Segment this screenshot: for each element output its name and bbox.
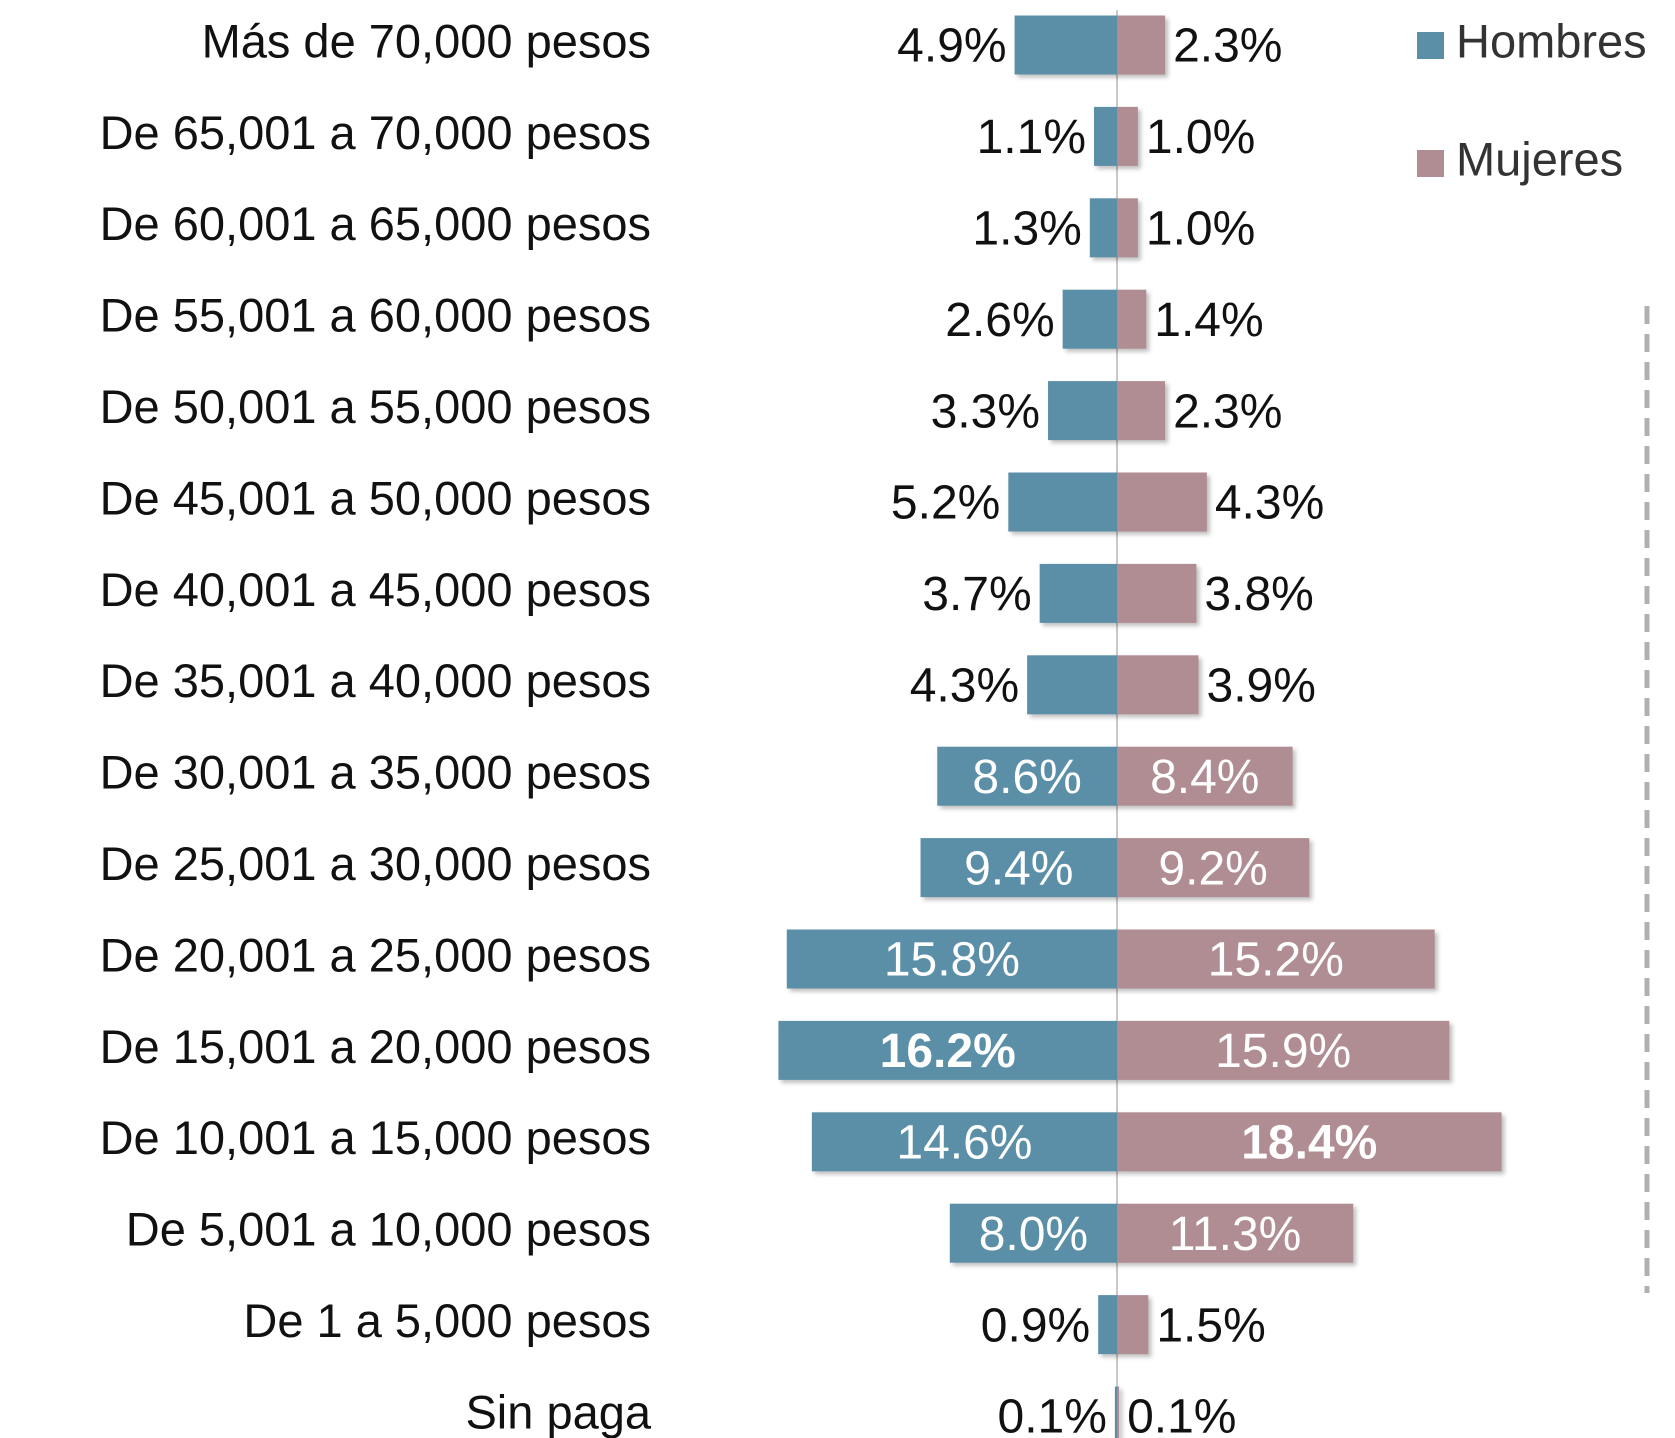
value-label: 8.6%	[972, 751, 1081, 804]
value-label: 14.6%	[896, 1116, 1032, 1169]
bar	[920, 838, 1117, 898]
bar	[1117, 563, 1197, 623]
category-label: De 25,001 a 30,000 pesos	[100, 837, 651, 890]
bar	[1098, 1295, 1117, 1355]
bar	[1062, 289, 1117, 349]
bar	[1094, 106, 1117, 166]
value-label: 2.6%	[945, 294, 1054, 347]
legend-swatch	[1417, 150, 1444, 177]
category-label: De 15,001 a 20,000 pesos	[100, 1020, 651, 1073]
bar	[1117, 929, 1435, 989]
value-label: 5.2%	[891, 477, 1000, 530]
value-label: 3.7%	[922, 568, 1031, 621]
bar	[1117, 1020, 1450, 1080]
bar	[1027, 655, 1117, 715]
category-label: De 20,001 a 25,000 pesos	[100, 928, 651, 981]
value-label: 9.4%	[964, 842, 1073, 895]
value-label: 18.4%	[1241, 1116, 1377, 1169]
bar	[1117, 746, 1293, 806]
value-label: 15.8%	[884, 934, 1020, 987]
category-label: Más de 70,000 pesos	[202, 14, 651, 67]
value-label: 0.1%	[1127, 1391, 1236, 1438]
bar	[778, 1020, 1117, 1080]
value-label: 3.8%	[1204, 568, 1313, 621]
category-label: Sin paga	[465, 1385, 651, 1438]
value-label: 3.9%	[1207, 659, 1316, 712]
bar	[1117, 1203, 1354, 1263]
bar	[786, 929, 1117, 989]
value-label: 0.1%	[998, 1391, 1107, 1438]
legend-label: Hombres	[1456, 14, 1647, 67]
category-label: De 40,001 a 45,000 pesos	[100, 563, 651, 616]
value-label: 2.3%	[1173, 385, 1282, 438]
value-label: 15.9%	[1215, 1025, 1351, 1078]
legend-swatch	[1417, 32, 1444, 59]
bar	[1117, 381, 1166, 441]
category-label: De 45,001 a 50,000 pesos	[100, 471, 651, 524]
bar	[1117, 655, 1199, 715]
bar	[1117, 1295, 1149, 1355]
value-label: 8.4%	[1150, 751, 1259, 804]
bar	[1089, 198, 1117, 258]
bar	[1117, 472, 1207, 532]
bar	[1008, 472, 1117, 532]
value-label: 15.2%	[1208, 934, 1344, 987]
value-label: 0.9%	[981, 1299, 1090, 1352]
bar	[1117, 1386, 1120, 1438]
value-label: 1.0%	[1146, 202, 1255, 255]
value-label: 16.2%	[880, 1025, 1016, 1078]
category-label: De 65,001 a 70,000 pesos	[100, 106, 651, 159]
bar	[1117, 838, 1310, 898]
bar	[1014, 15, 1117, 75]
bar	[1048, 381, 1117, 441]
value-label: 11.3%	[1169, 1208, 1302, 1261]
value-label: 4.3%	[1215, 477, 1324, 530]
bar	[811, 1112, 1117, 1172]
bar	[1117, 289, 1147, 349]
value-label: 9.2%	[1158, 842, 1267, 895]
value-label: 1.3%	[972, 202, 1081, 255]
legend-label: Mujeres	[1456, 132, 1623, 185]
category-label: De 5,001 a 10,000 pesos	[126, 1203, 651, 1256]
value-label: 1.1%	[977, 111, 1086, 164]
category-label: De 10,001 a 15,000 pesos	[100, 1111, 651, 1164]
category-label: De 35,001 a 40,000 pesos	[100, 654, 651, 707]
bar	[1114, 1386, 1117, 1438]
bar	[1039, 563, 1117, 623]
value-label: 3.3%	[931, 385, 1040, 438]
bar	[1117, 106, 1138, 166]
bar	[1117, 15, 1166, 75]
value-label: 2.3%	[1173, 20, 1282, 73]
category-label: De 30,001 a 35,000 pesos	[100, 746, 651, 799]
category-label: De 55,001 a 60,000 pesos	[100, 289, 651, 342]
bar	[1117, 1112, 1502, 1172]
value-label: 8.0%	[979, 1208, 1088, 1261]
bar	[1117, 198, 1138, 258]
value-label: 1.4%	[1154, 294, 1263, 347]
value-label: 1.5%	[1156, 1299, 1265, 1352]
bar	[949, 1203, 1117, 1263]
bar	[937, 746, 1117, 806]
value-label: 4.3%	[910, 659, 1019, 712]
category-label: De 60,001 a 65,000 pesos	[100, 197, 651, 250]
category-label: De 50,001 a 55,000 pesos	[100, 380, 651, 433]
value-label: 4.9%	[897, 20, 1006, 73]
value-label: 1.0%	[1146, 111, 1255, 164]
category-label: De 1 a 5,000 pesos	[243, 1294, 651, 1347]
